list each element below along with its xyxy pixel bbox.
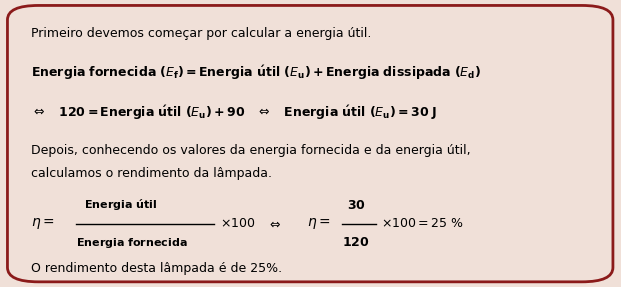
- Text: $\mathbf{Energia\ fornecida\ (}\mathbf{\mathit{E}}_\mathbf{f}\mathbf{)=Energia\ : $\mathbf{Energia\ fornecida\ (}\mathbf{\…: [31, 64, 481, 82]
- Text: Depois, conhecendo os valores da energia fornecida e da energia útil,: Depois, conhecendo os valores da energia…: [31, 144, 471, 157]
- Text: $\mathbf{120}$: $\mathbf{120}$: [342, 236, 369, 249]
- Text: $\Leftrightarrow\quad\mathbf{120=Energia\ \acute{u}til\ (}\mathbf{\mathit{E}}_\m: $\Leftrightarrow\quad\mathbf{120=Energia…: [31, 104, 437, 122]
- Text: $\mathbf{Energia\ \acute{u}til}$: $\mathbf{Energia\ \acute{u}til}$: [84, 197, 157, 213]
- Text: $\times100$: $\times100$: [220, 217, 256, 230]
- Text: $\eta=$: $\eta=$: [31, 216, 55, 231]
- Text: calculamos o rendimento da lâmpada.: calculamos o rendimento da lâmpada.: [31, 167, 272, 180]
- Text: $\times100=25\ \%$: $\times100=25\ \%$: [381, 217, 463, 230]
- Text: O rendimento desta lâmpada é de 25%.: O rendimento desta lâmpada é de 25%.: [31, 262, 282, 275]
- FancyBboxPatch shape: [7, 5, 613, 282]
- Text: $\mathbf{30}$: $\mathbf{30}$: [347, 199, 365, 212]
- Text: Primeiro devemos começar por calcular a energia útil.: Primeiro devemos começar por calcular a …: [31, 26, 371, 40]
- Text: $\Leftrightarrow$: $\Leftrightarrow$: [267, 217, 281, 230]
- Text: $\mathbf{Energia\ fornecida}$: $\mathbf{Energia\ fornecida}$: [76, 236, 188, 249]
- Text: $\eta=$: $\eta=$: [307, 216, 331, 231]
